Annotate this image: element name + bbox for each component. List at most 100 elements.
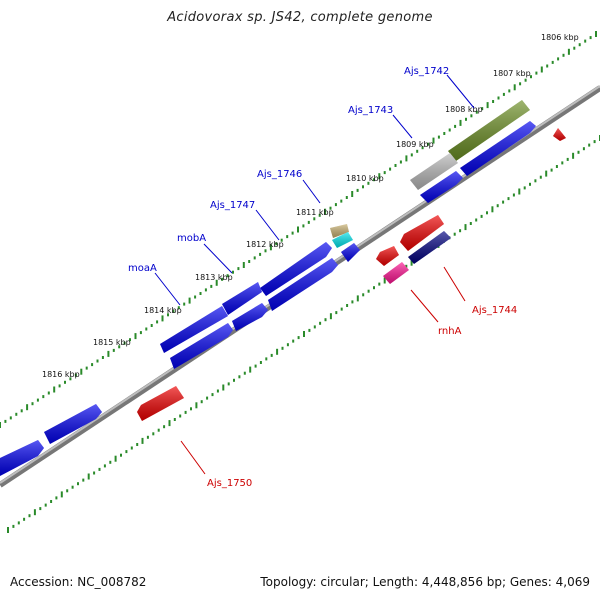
gene-label-ajs-1750[interactable]: Ajs_1750 bbox=[207, 478, 252, 489]
gene-red-far[interactable] bbox=[553, 128, 566, 141]
tick-mark bbox=[578, 43, 581, 47]
kbp-label: 1806 kbp bbox=[541, 33, 579, 42]
tick-mark bbox=[540, 66, 543, 73]
tick-mark bbox=[572, 152, 575, 159]
tick-mark bbox=[292, 339, 295, 343]
tick-mark bbox=[190, 407, 192, 411]
tick-mark bbox=[44, 503, 47, 507]
gene-fwd-1814-shade bbox=[170, 323, 233, 369]
tick-mark bbox=[480, 214, 483, 218]
gene-label-ajs-1742[interactable]: Ajs_1742 bbox=[404, 66, 449, 77]
gene-label-ajs-1747[interactable]: Ajs_1747 bbox=[210, 200, 255, 211]
tick-mark bbox=[173, 418, 176, 421]
tick-mark bbox=[172, 309, 175, 313]
tick-mark bbox=[33, 509, 36, 516]
tick-mark bbox=[152, 432, 155, 436]
tick-mark bbox=[77, 482, 79, 486]
gene-ajs-1744-a[interactable] bbox=[400, 215, 444, 251]
tick-mark bbox=[566, 157, 569, 161]
tick-mark bbox=[561, 161, 564, 165]
tick-mark bbox=[383, 277, 386, 284]
tick-mark bbox=[98, 467, 101, 471]
gene-fwd-1813[interactable] bbox=[232, 303, 268, 331]
tick-mark bbox=[502, 92, 505, 96]
tick-mark bbox=[141, 437, 144, 444]
gene-ajs-1743[interactable] bbox=[410, 153, 458, 190]
tick-mark bbox=[297, 226, 299, 233]
tick-mark bbox=[529, 182, 531, 186]
tick-mark bbox=[539, 175, 542, 179]
tick-mark bbox=[120, 453, 122, 457]
gene-cyan[interactable] bbox=[332, 232, 353, 248]
gene-fwd-1816a[interactable] bbox=[44, 404, 102, 444]
tick-mark bbox=[362, 293, 365, 297]
tick-mark bbox=[367, 289, 370, 293]
gene-ajs-1747[interactable] bbox=[260, 242, 332, 296]
tick-mark bbox=[222, 384, 225, 391]
tick-mark bbox=[475, 110, 478, 114]
tick-mark bbox=[524, 78, 527, 82]
gene-moba[interactable] bbox=[222, 282, 262, 315]
gene-moaa[interactable] bbox=[160, 306, 228, 353]
gene-label-ajs-1746[interactable]: Ajs_1746 bbox=[257, 169, 302, 180]
gene-ajs-1743-shade bbox=[410, 153, 458, 190]
callout-line-ajs-1742 bbox=[446, 74, 475, 109]
tick-mark bbox=[74, 373, 77, 377]
gene-ajs-1742-fwd[interactable] bbox=[460, 121, 536, 176]
tick-mark bbox=[459, 229, 462, 233]
tick-mark bbox=[351, 300, 354, 304]
gene-fwd-1814[interactable] bbox=[170, 323, 233, 369]
tick-mark bbox=[101, 356, 104, 359]
tick-mark bbox=[66, 489, 69, 493]
tick-mark bbox=[85, 366, 88, 370]
tick-mark bbox=[502, 200, 505, 204]
tick-mark bbox=[555, 165, 558, 168]
tick-mark bbox=[184, 410, 187, 414]
gene-ajs-1742[interactable] bbox=[448, 100, 530, 161]
tick-mark bbox=[454, 124, 457, 128]
gene-label-moaa[interactable]: moaA bbox=[128, 263, 157, 274]
gene-ajs-1750[interactable] bbox=[137, 386, 184, 421]
tick-mark bbox=[373, 286, 375, 290]
gene-red-small-shade bbox=[376, 246, 399, 266]
tick-mark bbox=[125, 450, 128, 454]
gene-moa-fwd[interactable] bbox=[268, 258, 338, 311]
gene-label-ajs-1744[interactable]: Ajs_1744 bbox=[472, 305, 517, 316]
tick-mark bbox=[324, 318, 327, 322]
callout-line-ajs-1744 bbox=[443, 266, 466, 302]
gene-fwd-1811[interactable] bbox=[341, 243, 360, 262]
tick-mark bbox=[577, 150, 580, 154]
tick-mark bbox=[47, 391, 50, 395]
gene-label-moba[interactable]: mobA bbox=[177, 233, 206, 244]
tick-mark bbox=[519, 82, 522, 86]
tick-mark bbox=[378, 173, 381, 180]
map-title: Acidovorax sp. JS42, complete genome bbox=[167, 10, 433, 25]
gene-rnha[interactable] bbox=[383, 262, 409, 284]
tick-mark bbox=[194, 295, 197, 299]
gene-ajs-1746[interactable] bbox=[330, 224, 349, 238]
gene-fwd-1809[interactable] bbox=[420, 171, 463, 203]
tick-mark bbox=[265, 357, 268, 361]
tick-mark bbox=[199, 292, 202, 295]
tick-mark bbox=[87, 473, 90, 480]
tick-mark bbox=[58, 384, 61, 388]
gene-label-rnha[interactable]: rnhA bbox=[438, 326, 462, 337]
tick-mark bbox=[64, 380, 66, 384]
tick-mark bbox=[546, 64, 549, 68]
gene-red-small[interactable] bbox=[376, 246, 399, 266]
gene-fwd-1816a-shade bbox=[44, 404, 102, 444]
tick-mark bbox=[96, 359, 99, 363]
tick-mark bbox=[253, 256, 256, 260]
gene-rnha-shade bbox=[383, 262, 409, 284]
kbp-label: 1808 kbp bbox=[445, 105, 483, 114]
gene-ajs-1744-b[interactable] bbox=[408, 231, 451, 264]
gene-fwd-1816b[interactable] bbox=[0, 440, 44, 476]
gene-moa-fwd-shade bbox=[268, 258, 338, 311]
tick-mark bbox=[206, 396, 209, 400]
gene-label-ajs-1743[interactable]: Ajs_1743 bbox=[348, 105, 393, 116]
tick-mark bbox=[302, 224, 305, 228]
tick-mark bbox=[551, 60, 554, 64]
tick-mark bbox=[9, 416, 12, 420]
tick-mark bbox=[448, 128, 451, 132]
tick-mark bbox=[248, 260, 251, 263]
